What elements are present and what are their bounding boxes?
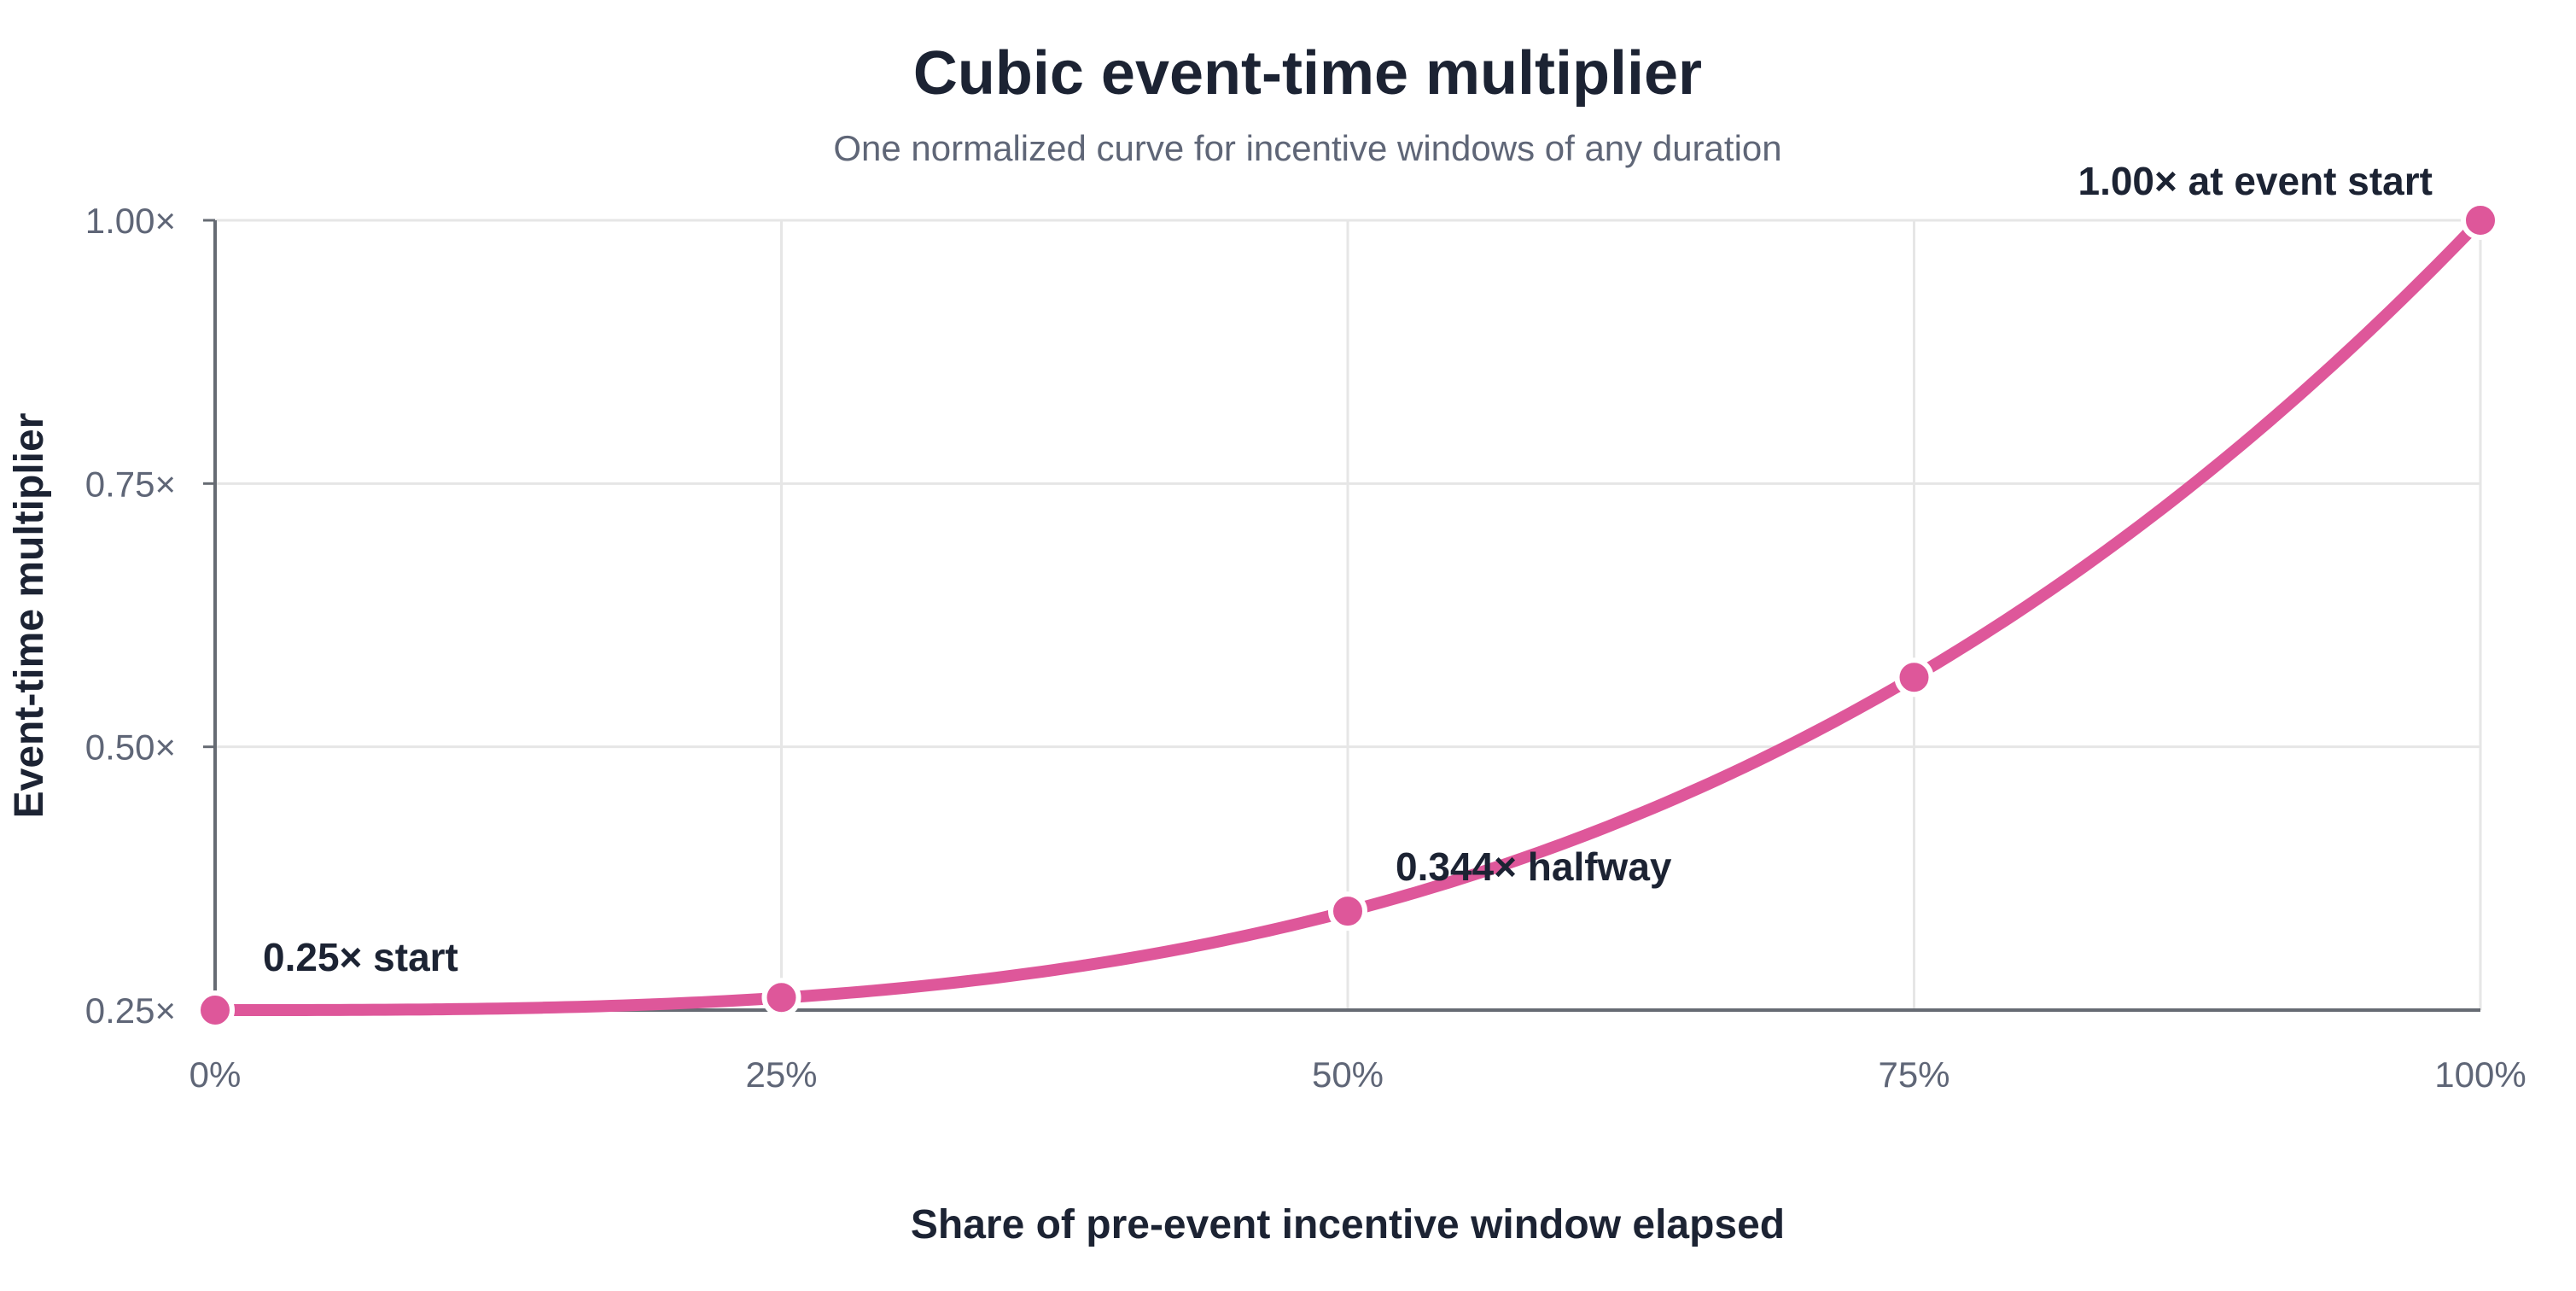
x-tick-label: 0%	[189, 1054, 242, 1095]
y-tick-label: 1.00×	[85, 201, 176, 241]
data-point-marker	[761, 978, 801, 1018]
y-tick-label: 0.50×	[85, 727, 176, 768]
x-tick-label: 50%	[1312, 1054, 1384, 1095]
data-point-marker	[2461, 201, 2500, 240]
y-axis-title: Event-time multiplier	[7, 413, 52, 819]
data-point-marker	[195, 990, 235, 1030]
data-point-marker	[1328, 891, 1367, 932]
chart-title: Cubic event-time multiplier	[913, 39, 1702, 108]
series-layer	[195, 201, 2500, 1030]
y-tick-label: 0.75×	[85, 464, 176, 504]
data-point-marker	[1894, 657, 1934, 698]
y-tick-label: 0.25×	[85, 990, 176, 1031]
x-tick-label: 100%	[2434, 1054, 2526, 1095]
annotation-layer: 0.25× start 0.344× halfway 1.00× at event …	[263, 159, 2433, 979]
chart-subtitle: One normalized curve for incentive windo…	[833, 128, 1781, 168]
tick-layer: 0.25× 0.50× 0.75× 1.00× 0% 25% 50% 75% 100%	[85, 201, 2526, 1095]
annotation-label: 0.25× start	[263, 935, 458, 979]
annotation-label: 1.00× at event start	[2078, 159, 2433, 203]
x-tick-label: 25%	[745, 1054, 817, 1095]
x-axis-title: Share of pre-event incentive window elap…	[911, 1202, 1785, 1247]
x-tick-label: 75%	[1878, 1054, 1949, 1095]
annotation-label: 0.344× halfway	[1396, 844, 1672, 889]
